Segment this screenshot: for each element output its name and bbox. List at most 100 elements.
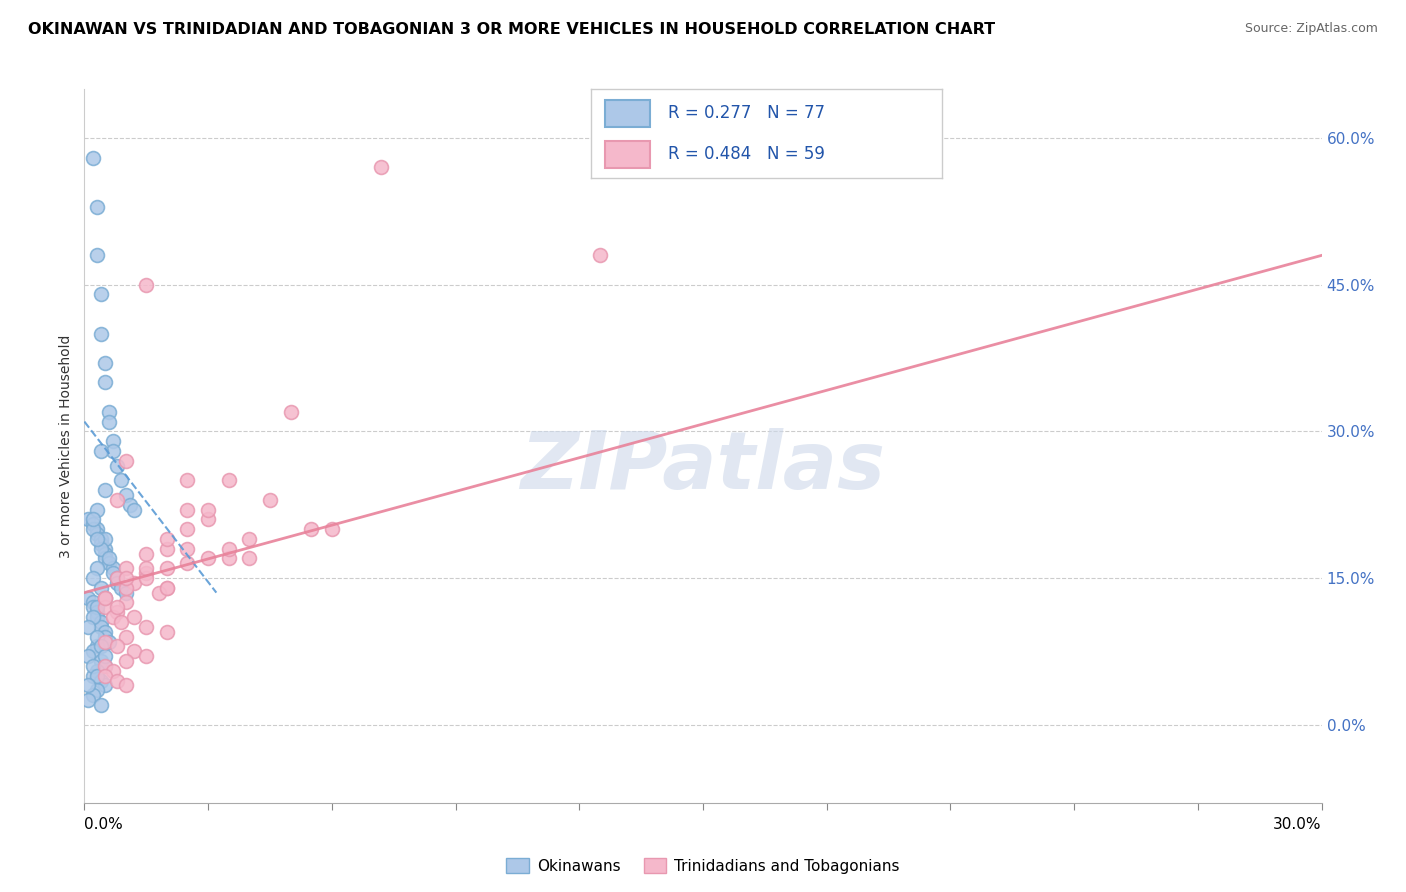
Point	[114, 630, 136, 644]
Point	[135, 566, 157, 580]
Point	[176, 522, 198, 536]
Point	[135, 277, 157, 292]
Point	[148, 585, 170, 599]
Point	[110, 581, 132, 595]
Point	[105, 575, 128, 590]
Point	[77, 693, 100, 707]
Point	[77, 591, 100, 605]
Point	[86, 248, 108, 262]
Point	[90, 443, 112, 458]
Point	[103, 561, 125, 575]
Point	[103, 443, 125, 458]
Point	[98, 405, 121, 419]
Point	[103, 434, 125, 449]
Point	[94, 356, 117, 370]
Point	[105, 600, 128, 615]
Point	[105, 571, 128, 585]
Point	[105, 640, 128, 654]
Point	[90, 615, 112, 629]
Point	[218, 541, 240, 556]
Point	[94, 678, 117, 692]
Point	[98, 551, 121, 566]
Point	[86, 532, 108, 546]
Point	[122, 502, 145, 516]
Point	[90, 532, 112, 546]
Point	[114, 585, 136, 599]
Point	[280, 405, 302, 419]
Point	[197, 551, 219, 566]
Point	[105, 605, 128, 619]
Point	[86, 502, 108, 516]
Text: R = 0.277   N = 77: R = 0.277 N = 77	[668, 104, 825, 122]
Point	[94, 547, 117, 561]
Text: 0.0%: 0.0%	[84, 817, 124, 832]
Point	[114, 571, 136, 585]
Point	[176, 541, 198, 556]
Point	[90, 698, 112, 712]
Point	[86, 200, 108, 214]
Point	[82, 644, 104, 658]
Y-axis label: 3 or more Vehicles in Household: 3 or more Vehicles in Household	[59, 334, 73, 558]
Point	[105, 492, 128, 507]
Point	[135, 620, 157, 634]
Point	[82, 571, 104, 585]
Point	[94, 624, 117, 639]
Point	[86, 605, 108, 619]
Point	[122, 610, 145, 624]
Point	[82, 610, 104, 624]
Point	[82, 595, 104, 609]
Point	[90, 581, 112, 595]
Text: ZIPatlas: ZIPatlas	[520, 428, 886, 507]
Point	[82, 522, 104, 536]
Point	[86, 527, 108, 541]
Point	[176, 502, 198, 516]
Text: Source: ZipAtlas.com: Source: ZipAtlas.com	[1244, 22, 1378, 36]
Point	[94, 659, 117, 673]
Point	[86, 522, 108, 536]
Point	[122, 644, 145, 658]
Point	[114, 678, 136, 692]
Point	[94, 634, 117, 648]
Point	[218, 473, 240, 487]
Point	[114, 561, 136, 575]
Point	[94, 483, 117, 497]
Point	[90, 673, 112, 688]
Point	[114, 654, 136, 668]
Point	[156, 561, 179, 575]
Point	[94, 600, 117, 615]
Point	[82, 688, 104, 702]
Point	[238, 532, 260, 546]
Point	[259, 492, 281, 507]
Point	[156, 532, 179, 546]
FancyBboxPatch shape	[605, 100, 650, 127]
Text: R = 0.484   N = 59: R = 0.484 N = 59	[668, 145, 825, 163]
Point	[94, 591, 117, 605]
Point	[156, 581, 179, 595]
Point	[197, 512, 219, 526]
Point	[114, 488, 136, 502]
Point	[94, 659, 117, 673]
Text: OKINAWAN VS TRINIDADIAN AND TOBAGONIAN 3 OR MORE VEHICLES IN HOUSEHOLD CORRELATI: OKINAWAN VS TRINIDADIAN AND TOBAGONIAN 3…	[28, 22, 995, 37]
Point	[110, 473, 132, 487]
Point	[105, 673, 128, 688]
Point	[114, 595, 136, 609]
Point	[86, 630, 108, 644]
Point	[77, 678, 100, 692]
Point	[86, 600, 108, 615]
Point	[589, 248, 612, 262]
Point	[82, 659, 104, 673]
Point	[105, 571, 128, 585]
Point	[98, 415, 121, 429]
Point	[94, 376, 117, 390]
Point	[82, 151, 104, 165]
Point	[118, 498, 141, 512]
Point	[90, 541, 112, 556]
Point	[299, 522, 322, 536]
FancyBboxPatch shape	[605, 141, 650, 168]
Point	[94, 669, 117, 683]
Point	[135, 649, 157, 664]
Point	[122, 575, 145, 590]
Point	[103, 664, 125, 678]
Point	[114, 581, 136, 595]
Point	[86, 664, 108, 678]
